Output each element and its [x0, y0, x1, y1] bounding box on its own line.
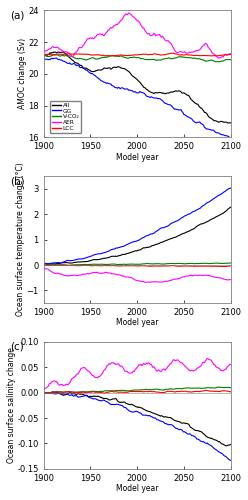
Y-axis label: AMOC change (Sv): AMOC change (Sv) — [18, 38, 27, 110]
Text: (b): (b) — [10, 176, 25, 186]
X-axis label: Model year: Model year — [116, 152, 158, 162]
X-axis label: Model year: Model year — [116, 318, 158, 328]
Text: (c): (c) — [10, 342, 24, 352]
Text: (a): (a) — [10, 10, 24, 20]
Y-axis label: Ocean surface salinity change: Ocean surface salinity change — [7, 348, 16, 464]
Y-axis label: Ocean surface temperature change (°C): Ocean surface temperature change (°C) — [16, 163, 25, 316]
X-axis label: Model year: Model year — [116, 484, 158, 493]
Legend: All, GG, V-CO₂, AER, LCC: All, GG, V-CO₂, AER, LCC — [50, 100, 81, 133]
